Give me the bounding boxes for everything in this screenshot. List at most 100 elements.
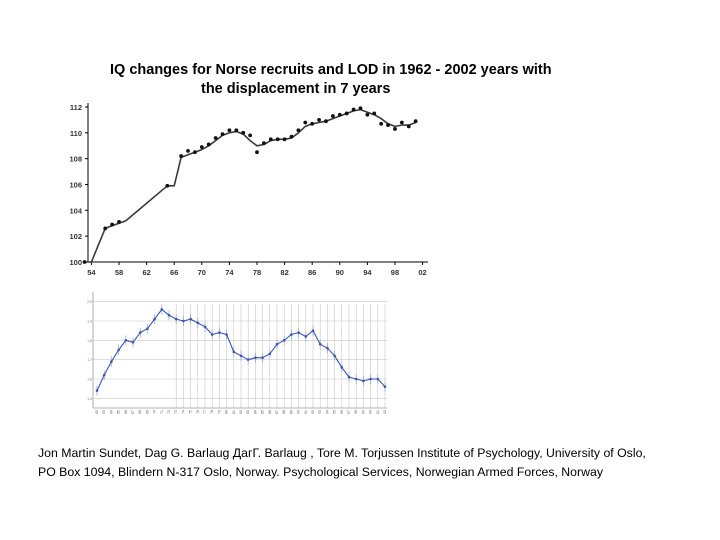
x-tick-label: 1997	[347, 410, 351, 414]
iq-data-point	[275, 137, 280, 142]
lod-data-point	[297, 331, 300, 334]
y-tick-label: 2.0	[87, 300, 92, 304]
x-tick-label: 1996	[340, 410, 344, 414]
lod-data-point	[138, 331, 142, 334]
y-tick-label: 1.5	[87, 397, 92, 401]
lod-data-point	[376, 377, 380, 381]
x-tick-label: 54	[87, 268, 96, 277]
iq-data-point	[179, 154, 184, 158]
chart-title-line2: the displacement in 7 years	[201, 81, 391, 97]
x-tick-label: 1999	[361, 410, 365, 414]
iq-data-point	[330, 114, 335, 118]
lod-data-point	[189, 317, 192, 321]
x-tick-label: 78	[253, 268, 261, 277]
y-tick-label: 1.7	[87, 358, 92, 362]
x-tick-label: 1971	[160, 410, 164, 414]
x-tick-label: 66	[170, 268, 178, 277]
x-tick-label: 1998	[354, 410, 358, 414]
iq-data-point	[344, 111, 349, 116]
x-tick-label: 2002	[383, 410, 387, 414]
lod-data-point	[318, 342, 322, 346]
x-tick-label: 62	[142, 268, 150, 277]
x-tick-label: 1978	[210, 410, 214, 414]
lod-data-point	[110, 360, 113, 363]
lod-data-point	[326, 346, 329, 350]
x-tick-label: 1980	[225, 410, 229, 414]
x-tick-label: 2000	[369, 410, 373, 414]
x-tick-label: 1984	[253, 410, 257, 414]
x-tick-label: 1989	[289, 410, 293, 414]
x-tick-label: 58	[115, 268, 123, 277]
iq-data-point	[303, 120, 308, 125]
iq-data-point	[289, 134, 294, 139]
lod-data-point	[333, 354, 336, 358]
y-tick-label: 108	[69, 155, 82, 164]
x-tick-label: 1995	[333, 410, 337, 414]
y-tick-label: 100	[69, 258, 82, 267]
iq-data-point	[399, 120, 404, 125]
lod-data-point	[246, 358, 250, 361]
iq-data-point	[296, 128, 301, 133]
lod-data-point	[182, 319, 185, 323]
x-tick-label: 1974	[181, 410, 185, 414]
x-tick-label: 1992	[311, 410, 315, 414]
lod-data-point	[160, 308, 164, 311]
lod-data-point	[196, 321, 200, 325]
x-tick-label: 02	[418, 268, 426, 277]
y-tick-label: 104	[69, 206, 82, 215]
lod-data-point	[95, 389, 99, 392]
iq-data-point	[193, 150, 197, 155]
lod-data-point	[131, 340, 135, 344]
x-tick-label: 1977	[203, 410, 207, 414]
iq-data-point	[255, 150, 259, 155]
x-tick-label: 1982	[239, 410, 243, 414]
credits: Jon Martin Sundet, Dag G. Barlaug ДагГ. …	[38, 444, 708, 482]
x-tick-label: 1968	[138, 410, 142, 414]
lod-data-point	[354, 377, 358, 381]
y-tick-label: 112	[70, 103, 82, 112]
iq-data-point	[358, 106, 363, 111]
x-tick-label: 1991	[304, 410, 308, 414]
lod-data-point	[282, 339, 286, 342]
x-tick-label: 1990	[297, 410, 301, 414]
iq-data-point	[117, 220, 121, 224]
x-tick-label: 1969	[145, 410, 149, 414]
iq-data-point	[206, 142, 211, 147]
y-tick-label: 1.6	[87, 378, 92, 382]
iq-data-point	[310, 121, 315, 126]
x-tick-label: 1964	[109, 410, 113, 414]
y-tick-label: 1.8	[87, 339, 92, 343]
lod-data-point	[340, 366, 344, 369]
iq-data-point	[261, 141, 266, 146]
credits-line2: PO Box 1094, Blindern N-317 Oslo, Norway…	[38, 465, 603, 479]
lod-data-point	[383, 385, 387, 389]
iq-data-point	[241, 130, 246, 135]
iq-line-chart: 100 102 104 106 108 110 112 54 58 62 66 70 74 78 82 86 9…	[69, 103, 428, 277]
x-tick-label: 1970	[153, 410, 157, 414]
lod-data-point	[167, 313, 171, 317]
y-tick-label: 1.9	[87, 320, 92, 324]
iq-data-point	[110, 222, 115, 227]
iq-data-point	[365, 112, 370, 117]
iq-data-point	[165, 183, 170, 188]
x-tick-label: 1973	[174, 410, 178, 414]
lod-data-point	[347, 375, 351, 379]
y-tick-label: 110	[70, 129, 82, 138]
iq-data-point	[386, 123, 390, 127]
x-tick-label: 70	[198, 268, 206, 277]
iq-data-point	[406, 124, 411, 129]
iq-data-point	[82, 260, 87, 264]
x-tick-label: 2001	[376, 410, 380, 414]
x-tick-label: 98	[391, 268, 399, 277]
x-tick-label: 1987	[275, 410, 279, 414]
iq-data-point	[379, 121, 384, 126]
x-tick-label: 1975	[189, 410, 193, 414]
y-tick-label: 102	[69, 232, 82, 241]
lod-data-point	[275, 342, 279, 346]
lod-data-point	[304, 335, 308, 338]
x-tick-label: 1983	[246, 410, 250, 414]
iq-data-point	[213, 136, 218, 140]
iq-data-point	[248, 133, 253, 138]
x-tick-label: 1981	[232, 410, 236, 414]
